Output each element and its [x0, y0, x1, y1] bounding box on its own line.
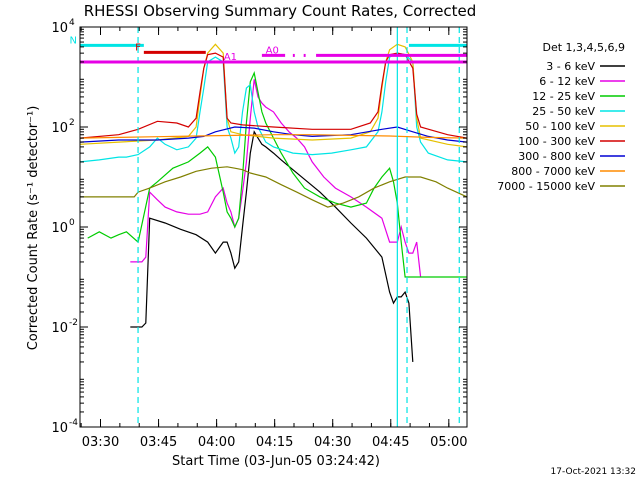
legend-label-2: 12 - 25 keV — [532, 90, 595, 103]
y-tick-label-1: 10 — [51, 121, 68, 136]
y-axis-label: Corrected Count Rate (s⁻¹ detector⁻¹) — [26, 106, 41, 351]
legend-title: Det 1,3,4,5,6,9 — [542, 41, 625, 54]
status-label-n: N — [70, 35, 77, 46]
y-tick-label-0: 10 — [51, 21, 68, 36]
x-tick-label-6: 05:00 — [430, 435, 467, 450]
status-label-a1: A1 — [224, 52, 237, 63]
legend-label-7: 800 - 7000 keV — [511, 165, 595, 178]
series-line-1 — [130, 79, 422, 278]
series-line-6 — [79, 126, 468, 143]
y-tick-exponent-2: 0 — [69, 218, 75, 228]
x-axis-label: Start Time (03-Jun-05 03:24:42) — [172, 454, 380, 469]
series-line-7 — [79, 134, 468, 139]
legend-label-1: 6 - 12 keV — [539, 75, 595, 88]
legend-label-8: 7000 - 15000 keV — [497, 180, 595, 193]
x-tick-label-3: 04:15 — [256, 435, 293, 450]
legend-label-3: 25 - 50 keV — [532, 105, 595, 118]
series-layer — [79, 43, 468, 362]
series-line-5 — [79, 52, 468, 139]
status-bars: N F A0 A1 — [70, 35, 467, 64]
y-tick-exponent-4: -4 — [69, 418, 78, 428]
timestamp: 17-Oct-2021 13:32 — [551, 467, 636, 477]
x-tick-label-1: 03:45 — [140, 435, 177, 450]
legend-label-4: 50 - 100 keV — [525, 120, 595, 133]
legend-label-5: 100 - 300 keV — [518, 135, 595, 148]
status-label-a0: A0 — [266, 45, 279, 56]
status-label-f: F — [135, 42, 141, 53]
chart-title: RHESSI Observing Summary Count Rates, Co… — [84, 2, 477, 20]
vertical-lines — [137, 27, 460, 427]
legend-label-6: 300 - 800 keV — [518, 150, 595, 163]
x-tick-label-0: 03:30 — [82, 435, 119, 450]
y-tick-label-3: 10 — [51, 321, 68, 336]
y-tick-label-2: 10 — [51, 221, 68, 236]
y-tick-label-4: 10 — [51, 421, 68, 436]
series-line-0 — [130, 130, 414, 362]
y-tick-exponent-3: -2 — [69, 318, 78, 328]
y-tick-exponent-1: 2 — [69, 118, 75, 128]
x-tick-label-4: 04:30 — [314, 435, 351, 450]
legend: 3 - 6 keV 6 - 12 keV 12 - 25 keV 25 - 50 ke… — [497, 60, 625, 193]
series-line-2 — [87, 71, 467, 278]
y-tick-exponent-0: 4 — [69, 18, 75, 28]
x-tick-label-2: 04:00 — [198, 435, 235, 450]
x-tick-label-5: 04:45 — [372, 435, 409, 450]
legend-label-0: 3 - 6 keV — [546, 60, 595, 73]
